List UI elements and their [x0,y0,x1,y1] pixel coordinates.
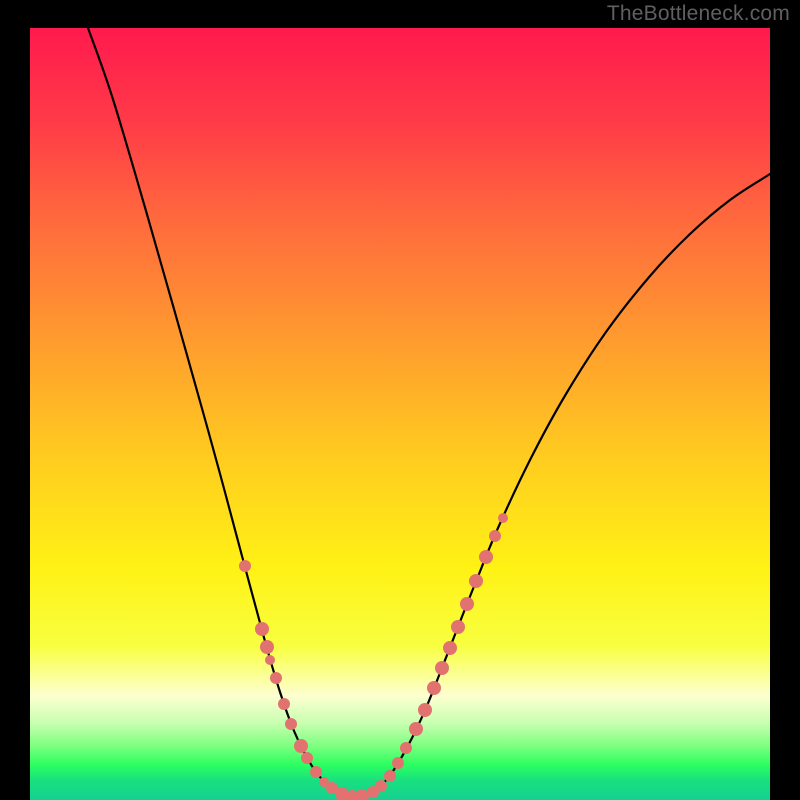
plot-area [30,28,770,800]
bead-marker [384,770,396,782]
bead-marker [375,780,387,792]
bead-marker [469,574,483,588]
gradient-background [30,28,770,800]
bead-marker [285,718,297,730]
bead-marker [239,560,251,572]
bead-marker [301,752,313,764]
bead-marker [498,513,508,523]
bead-marker [255,622,269,636]
bead-marker [443,641,457,655]
bead-marker [460,597,474,611]
bead-marker [294,739,308,753]
bead-marker [260,640,274,654]
bead-marker [409,722,423,736]
bead-marker [479,550,493,564]
plot-svg [30,28,770,800]
watermark-label: TheBottleneck.com [607,2,790,26]
bead-marker [489,530,501,542]
chart-stage: TheBottleneck.com [0,0,800,800]
bead-marker [418,703,432,717]
bead-marker [451,620,465,634]
bead-marker [427,681,441,695]
bead-marker [400,742,412,754]
bead-marker [435,661,449,675]
bead-marker [310,766,322,778]
bead-marker [392,757,404,769]
bead-marker [278,698,290,710]
bead-marker [270,672,282,684]
bead-marker [265,655,275,665]
